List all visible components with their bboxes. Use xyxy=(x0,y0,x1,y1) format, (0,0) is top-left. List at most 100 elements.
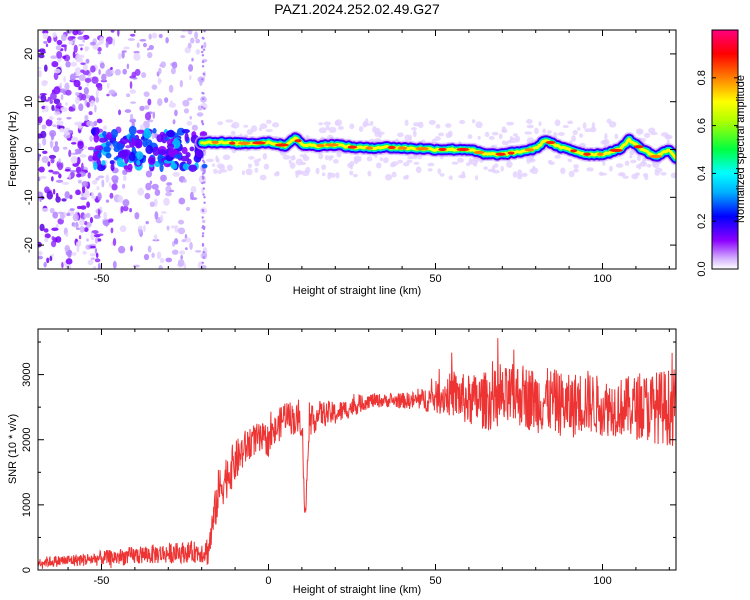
spectrogram-speckle xyxy=(70,142,77,145)
spectrogram-blob xyxy=(112,140,119,148)
spectrogram-speckle xyxy=(56,39,63,46)
x-tick-label: -50 xyxy=(94,273,110,285)
spectrogram-halo xyxy=(366,156,373,162)
spectrogram-halo xyxy=(413,161,420,165)
spectrogram-speckle xyxy=(96,185,100,191)
spectrogram-speckle xyxy=(195,38,201,44)
spectrogram-speckle xyxy=(114,69,121,76)
spectrogram-halo xyxy=(471,119,476,124)
spectrogram-speckle xyxy=(105,199,110,203)
spectrogram-speckle xyxy=(68,149,72,158)
spectrogram-speckle xyxy=(44,233,51,239)
spectrogram-peak xyxy=(473,150,485,155)
spectrogram-speckle xyxy=(92,265,97,269)
spectrogram-speckle xyxy=(60,94,64,101)
spectrogram-speckle xyxy=(203,30,206,33)
spectrogram-halo xyxy=(428,119,436,125)
spectrogram-halo xyxy=(415,166,422,174)
spectrogram-speckle xyxy=(148,44,154,51)
spectrogram-halo xyxy=(542,128,546,134)
snr-series-line xyxy=(38,338,676,569)
x-tick-label: 50 xyxy=(429,273,441,285)
spectrogram-halo xyxy=(259,174,267,181)
spectrogram-speckle xyxy=(72,213,79,222)
spectrogram-speckle xyxy=(78,103,84,112)
spectrogram-speckle xyxy=(94,258,101,263)
spectrogram-speckle xyxy=(187,30,193,35)
spectrogram-speckle xyxy=(144,192,151,200)
spectrogram-halo xyxy=(554,119,561,127)
spectrogram-speckle xyxy=(201,36,204,40)
spectrogram-halo xyxy=(384,173,393,181)
spectrogram-speckle xyxy=(201,159,205,162)
spectrogram-halo xyxy=(582,122,587,130)
spectrogram-speckle xyxy=(66,116,72,120)
spectrogram-peak xyxy=(507,151,515,155)
spectrogram-speckle xyxy=(201,232,205,235)
spectrogram-halo xyxy=(275,171,280,176)
spectrogram-speckle xyxy=(107,220,114,223)
spectrogram-speckle xyxy=(41,155,49,164)
spectrogram-blob xyxy=(93,134,100,143)
spectrogram-halo xyxy=(651,162,657,167)
spectrogram-halo xyxy=(323,121,331,126)
spectrogram-speckle xyxy=(76,173,82,178)
spectrogram-speckle xyxy=(142,42,147,48)
spectrogram-speckle xyxy=(50,157,55,164)
spectrogram-speckle xyxy=(151,252,155,258)
spectrogram-speckle xyxy=(39,92,47,96)
spectrogram-speckle xyxy=(69,73,76,82)
spectrogram-speckle xyxy=(137,187,144,196)
spectrogram-speckle xyxy=(147,245,152,253)
spectrogram-speckle xyxy=(126,93,131,98)
spectrogram-speckle xyxy=(103,125,108,130)
spectrogram-speckle xyxy=(90,41,96,46)
colorbar-tick-label: 0.0 xyxy=(696,261,708,276)
spectrogram-halo xyxy=(577,127,581,131)
spectrogram-speckle xyxy=(108,89,116,95)
spectrogram-halo xyxy=(230,130,236,136)
spectrogram-speckle xyxy=(202,149,206,153)
spectrogram-speckle xyxy=(153,234,158,241)
spectrogram-blob xyxy=(145,145,154,155)
spectrogram-halo xyxy=(509,135,513,142)
spectrogram-speckle xyxy=(171,61,178,69)
spectrogram-speckle xyxy=(158,67,162,75)
spectrogram-halo xyxy=(352,173,358,178)
spectrogram-speckle xyxy=(123,46,130,50)
spectrogram-speckle xyxy=(165,37,169,44)
spectrogram-halo xyxy=(526,156,531,164)
spectrogram-speckle xyxy=(56,117,62,121)
spectrogram-speckle xyxy=(83,87,89,95)
spectrogram-speckle xyxy=(170,225,176,229)
spectrogram-speckle xyxy=(144,112,152,121)
spectrogram-blob xyxy=(181,129,190,134)
spectrogram-halo xyxy=(335,171,340,179)
spectrogram-peak xyxy=(545,140,556,145)
spectrogram-halo xyxy=(602,161,606,166)
spectrogram-halo xyxy=(226,164,233,172)
snr-y-axis-label: SNR (10 * v/v) xyxy=(7,414,19,484)
spectrogram-halo xyxy=(644,174,649,181)
spectrogram-halo xyxy=(406,159,413,164)
spectrogram-speckle xyxy=(122,199,130,207)
spectrogram-speckle xyxy=(39,175,47,179)
spectrogram-speckle xyxy=(54,141,58,146)
spectrogram-speckle xyxy=(147,48,150,51)
spectrogram-speckle xyxy=(38,166,45,173)
spectrogram-halo xyxy=(402,161,410,167)
spectrogram-peak xyxy=(633,145,644,149)
spectrogram-x-axis-label: Height of straight line (km) xyxy=(293,285,421,297)
spectrogram-speckle xyxy=(80,162,84,171)
spectrogram-speckle xyxy=(172,171,180,177)
spectrogram-blob xyxy=(188,164,198,172)
spectrogram-halo xyxy=(243,124,249,128)
spectrogram-speckle xyxy=(125,145,131,149)
spectrogram-blob xyxy=(131,137,136,146)
snr-frame xyxy=(37,328,677,571)
spectrogram-halo xyxy=(526,124,534,129)
spectrogram-halo xyxy=(643,132,651,138)
spectrogram-speckle xyxy=(64,191,70,199)
spectrogram-speckle xyxy=(97,192,102,201)
spectrogram-speckle xyxy=(82,63,88,72)
